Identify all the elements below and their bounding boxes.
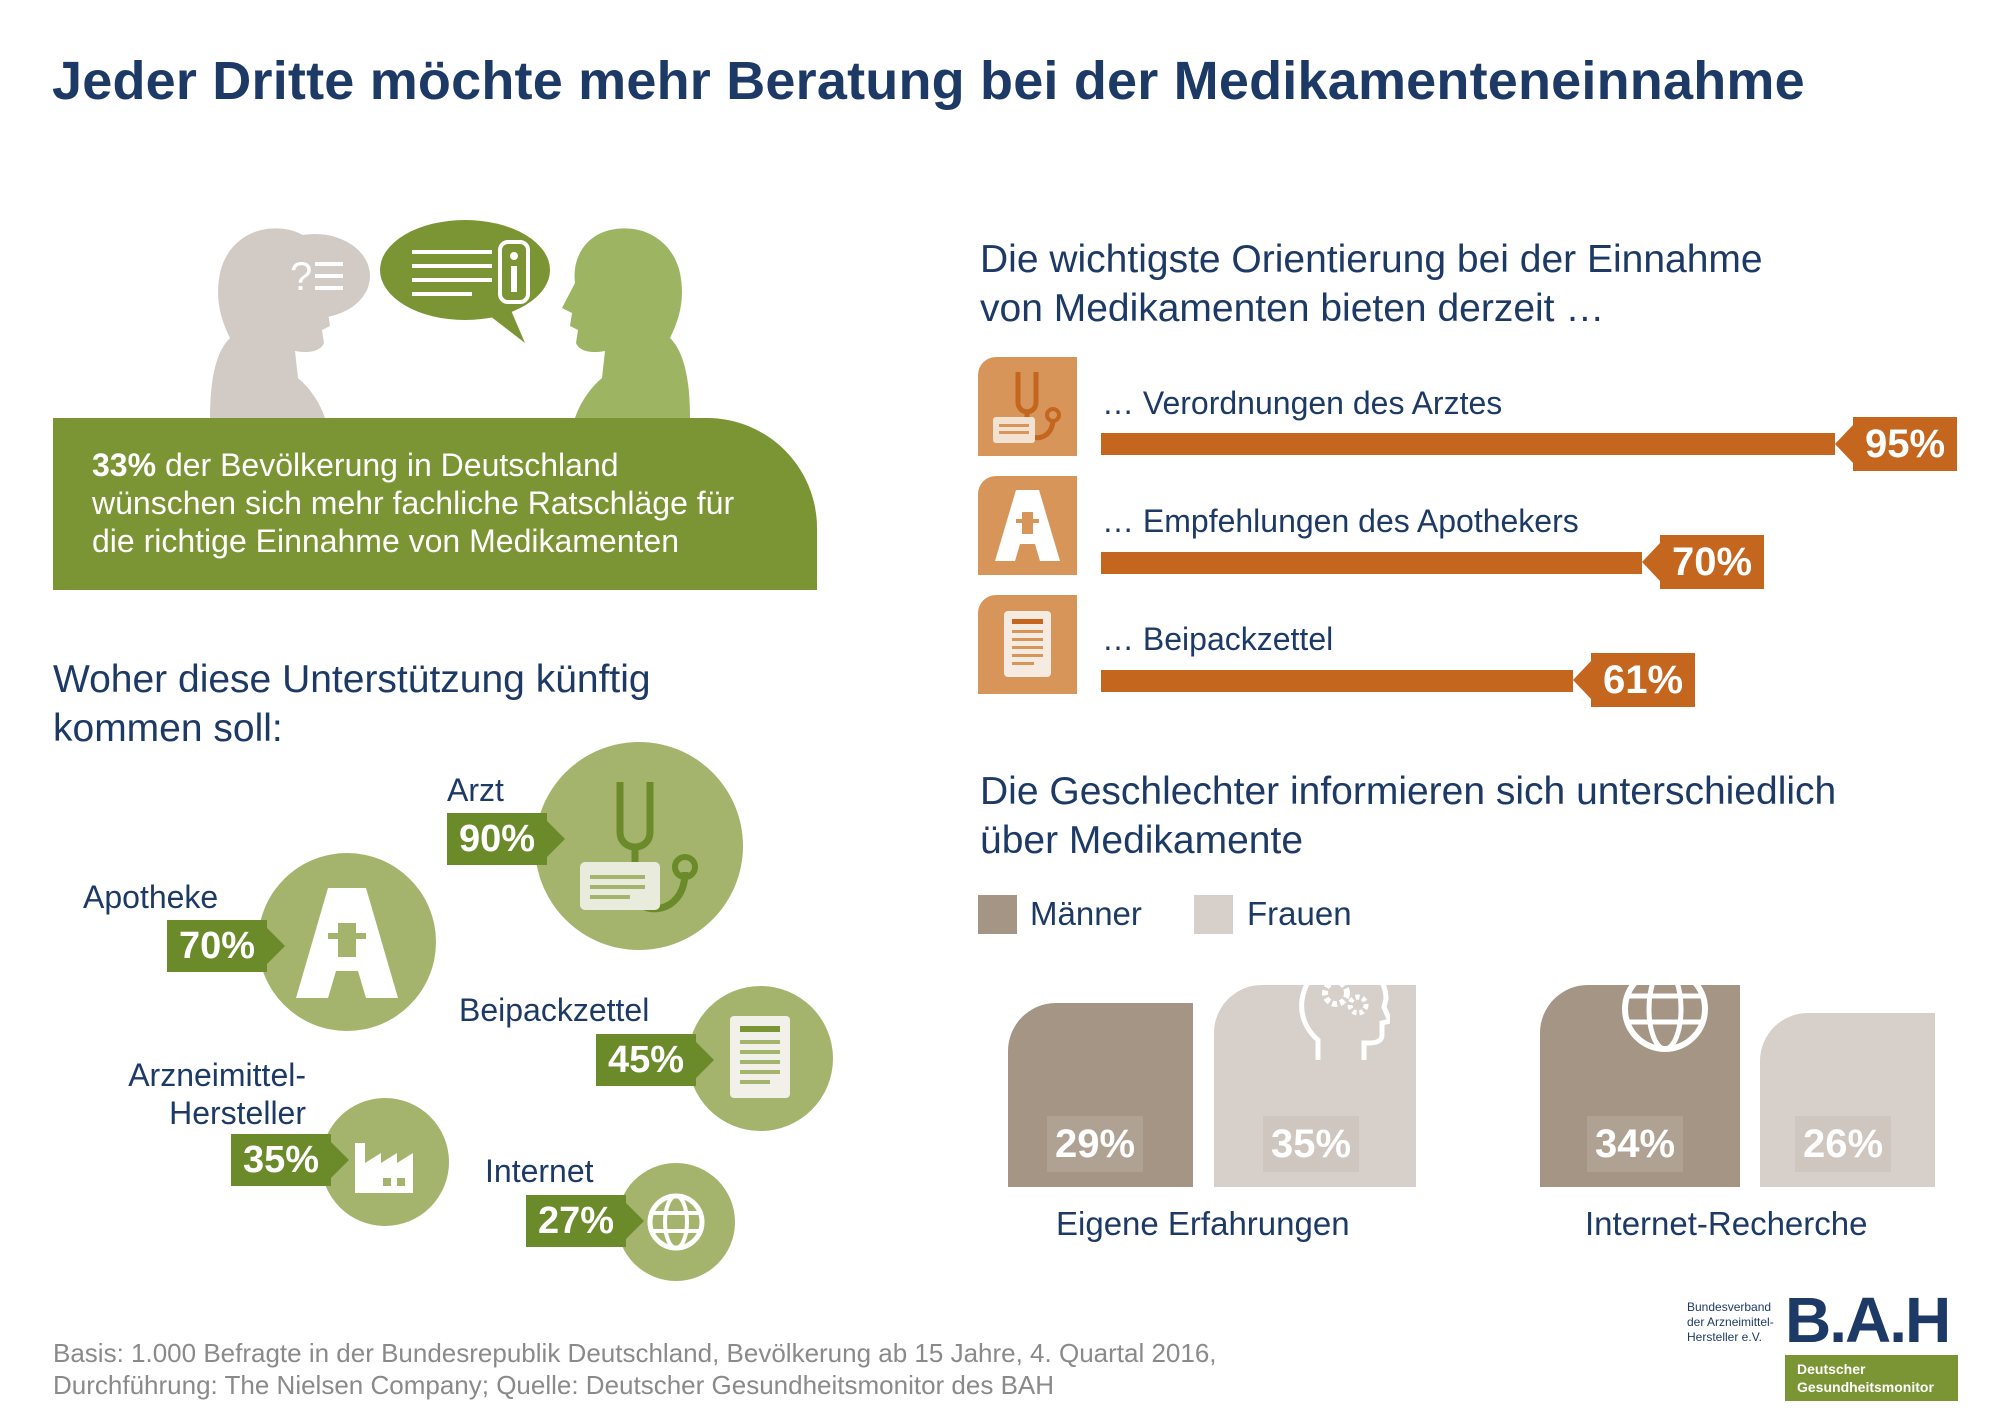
value-women-eigene: 35% [1263, 1116, 1360, 1172]
hersteller-label: Arzneimittel- Hersteller [106, 1056, 306, 1132]
apotheke-circle [258, 853, 436, 1031]
factory-icon [355, 1143, 413, 1193]
support-heading: Woher diese Unterstützung künftig kommen… [53, 655, 651, 753]
orientation-bar-beipackzettel [1101, 670, 1573, 692]
orientation-label-beipackzettel: … Beipackzettel [1102, 621, 1334, 657]
pharmacy-icon [296, 888, 398, 998]
orientation-heading: Die wichtigste Orientierung bei der Einn… [980, 235, 1763, 333]
orientation-value-apotheke: 70% [1641, 535, 1765, 589]
hersteller-label-line1: Arzneimittel- [128, 1057, 306, 1093]
orientation-bar-arzt [1101, 433, 1835, 455]
value-men-internet: 34% [1587, 1116, 1684, 1172]
logo-org-text: Bundesverband der Arzneimittel- Herstell… [1687, 1300, 1774, 1345]
bah-logo: B.A.H [1785, 1284, 1951, 1356]
leaflet-icon [730, 1016, 790, 1098]
stethoscope-icon [993, 372, 1061, 443]
value-women-internet: 26% [1795, 1116, 1892, 1172]
hersteller-value: 35% [231, 1134, 350, 1186]
apotheke-value: 70% [167, 920, 286, 972]
arzt-label: Arzt [447, 772, 504, 808]
legend-swatch-women [1194, 895, 1233, 934]
intro-highlight: 33% [92, 447, 157, 483]
orientation-value-arzt: 95% [1834, 417, 1958, 471]
orientation-icon-arzt [978, 357, 1077, 456]
page-title: Jeder Dritte möchte mehr Beratung bei de… [52, 51, 1805, 111]
footer-line2: Durchführung: The Nielsen Company; Quell… [53, 1370, 1055, 1400]
value-men-eigene: 29% [1047, 1116, 1144, 1172]
group-label-eigene: Eigene Erfahrungen [1056, 1205, 1350, 1242]
leaflet-icon [1004, 611, 1051, 677]
hersteller-label-line2: Hersteller [169, 1095, 306, 1131]
person-right-icon [562, 228, 690, 418]
beipackzettel-label: Beipackzettel [459, 992, 650, 1028]
footer-source: Basis: 1.000 Befragte in der Bundesrepub… [53, 1337, 1217, 1401]
footer-line1: Basis: 1.000 Befragte in der Bundesrepub… [53, 1338, 1217, 1368]
logo-org-line1: Bundesverband [1687, 1300, 1772, 1314]
intro-line2: wünschen sich mehr fachliche Ratschläge … [92, 485, 735, 521]
globe-icon [647, 1193, 705, 1251]
apotheke-label: Apotheke [83, 879, 219, 915]
arzt-circle [535, 742, 743, 950]
intro-box [53, 418, 817, 590]
stethoscope-icon [580, 782, 698, 913]
svg-text:?: ? [290, 255, 312, 299]
beipackzettel-value: 45% [596, 1034, 715, 1086]
globe-icon [1622, 966, 1708, 1052]
arzt-value: 90% [447, 813, 566, 865]
logo-sub-line2: Gesundheitsmonitor [1797, 1379, 1934, 1395]
pharmacy-icon [995, 490, 1060, 561]
internet-label: Internet [485, 1153, 594, 1189]
legend-label-women: Frauen [1247, 895, 1352, 932]
group-label-internet: Internet-Recherche [1585, 1205, 1868, 1242]
orientation-value-beipackzettel: 61% [1572, 653, 1696, 707]
gender-heading: Die Geschlechter informieren sich unters… [980, 767, 1836, 865]
info-bubble-icon [380, 220, 550, 343]
intro-line3: die richtige Einnahme von Medikamenten [92, 523, 679, 559]
head-gears-icon [1299, 958, 1390, 1060]
gender-heading-line1: Die Geschlechter informieren sich unters… [980, 770, 1837, 813]
internet-value: 27% [526, 1195, 645, 1247]
orientation-icon-beipackzettel [978, 595, 1077, 694]
orientation-bar-apotheke [1101, 552, 1642, 574]
logo-org-line3: Hersteller e.V. [1687, 1330, 1762, 1344]
conversation-illustration: ? [210, 220, 690, 418]
support-heading-line2: kommen soll: [53, 707, 283, 750]
orientation-label-arzt: … Verordnungen des Arztes [1102, 385, 1503, 421]
orientation-label-apotheke: … Empfehlungen des Apothekers [1102, 503, 1579, 539]
logo-subtitle-box: Deutscher Gesundheitsmonitor [1785, 1355, 1958, 1401]
gender-heading-line2: über Medikamente [980, 819, 1304, 862]
intro-text: 33% der Bevölkerung in Deutschland wünsc… [92, 446, 812, 560]
legend-swatch-men [978, 895, 1017, 934]
orientation-icon-apotheke [978, 476, 1077, 575]
legend-label-men: Männer [1030, 895, 1142, 932]
question-bubble-icon: ? [260, 234, 370, 336]
support-heading-line1: Woher diese Unterstützung künftig [53, 658, 651, 701]
orientation-heading-line1: Die wichtigste Orientierung bei der Einn… [980, 238, 1763, 281]
intro-line1: der Bevölkerung in Deutschland [156, 447, 619, 483]
logo-org-line2: der Arzneimittel- [1687, 1315, 1774, 1329]
logo-sub-line1: Deutscher [1797, 1361, 1866, 1377]
orientation-heading-line2: von Medikamenten bieten derzeit … [980, 287, 1605, 330]
